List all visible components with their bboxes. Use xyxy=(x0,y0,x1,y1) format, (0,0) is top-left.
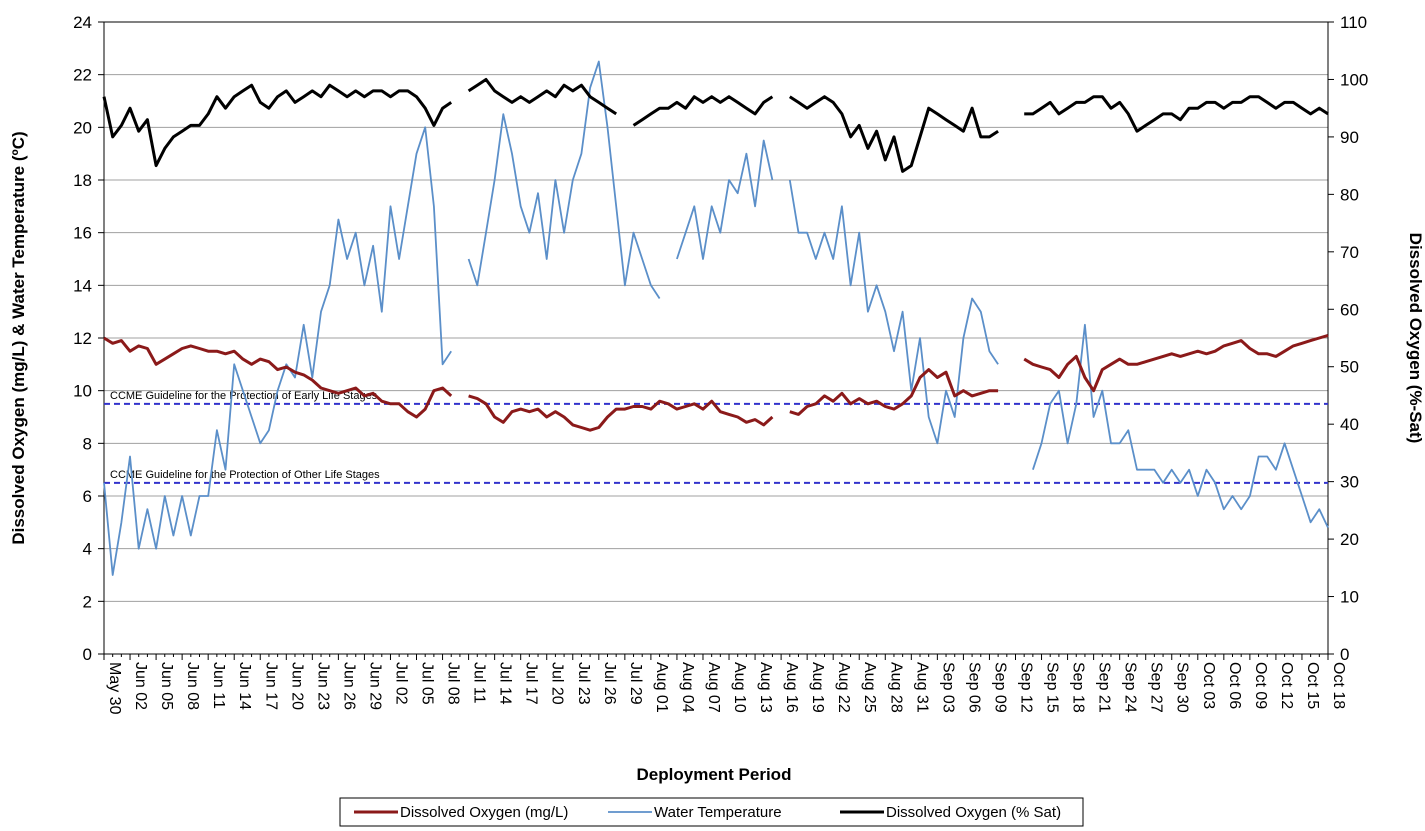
x-tick-label: Aug 16 xyxy=(783,662,800,713)
x-tick-label: Jun 17 xyxy=(262,662,279,710)
legend-label: Water Temperature xyxy=(654,804,782,821)
x-tick-label: Sep 06 xyxy=(965,662,982,713)
series-line xyxy=(103,60,1329,576)
y2-tick-label: 50 xyxy=(1340,358,1359,377)
x-tick-label: Jul 05 xyxy=(419,662,436,705)
x-tick-label: Jun 08 xyxy=(184,662,201,710)
x-tick-label: Aug 22 xyxy=(835,662,852,713)
x-tick-label: Sep 30 xyxy=(1174,662,1191,713)
y-tick-label: 18 xyxy=(73,171,92,190)
x-tick-label: Jun 02 xyxy=(132,662,149,710)
legend-label: Dissolved Oxygen (mg/L) xyxy=(400,804,568,821)
x-tick-label: Sep 03 xyxy=(939,662,956,713)
y2-tick-label: 30 xyxy=(1340,473,1359,492)
x-tick-label: Aug 10 xyxy=(731,662,748,713)
x-tick-label: Jul 14 xyxy=(497,662,514,705)
x-tick-label: Jun 11 xyxy=(210,662,227,709)
y2-tick-label: 10 xyxy=(1340,588,1359,607)
x-tick-label: Oct 18 xyxy=(1330,662,1347,709)
y2-tick-label: 110 xyxy=(1340,13,1367,32)
y2-tick-label: 90 xyxy=(1340,128,1359,147)
x-tick-label: Aug 13 xyxy=(757,662,774,713)
x-tick-label: Oct 15 xyxy=(1304,662,1321,709)
y-tick-label: 0 xyxy=(83,645,92,664)
x-tick-label: Jul 08 xyxy=(445,662,462,705)
x-tick-label: Jul 11 xyxy=(471,662,488,704)
x-tick-label: Jun 14 xyxy=(236,662,253,710)
y-tick-label: 24 xyxy=(73,13,92,32)
y-tick-label: 12 xyxy=(73,329,92,348)
x-tick-label: Sep 24 xyxy=(1122,662,1139,713)
x-tick-label: Jun 20 xyxy=(288,662,305,710)
y-tick-label: 8 xyxy=(83,434,92,453)
y-tick-label: 14 xyxy=(73,276,92,295)
series-line xyxy=(102,78,1329,173)
x-tick-label: Jul 20 xyxy=(549,662,566,705)
x-tick-label: Aug 31 xyxy=(913,662,930,713)
y-tick-label: 16 xyxy=(73,224,92,243)
x-tick-label: Sep 21 xyxy=(1096,662,1113,713)
x-tick-label: Aug 19 xyxy=(809,662,826,713)
y-tick-label: 10 xyxy=(73,382,92,401)
x-tick-label: Jul 02 xyxy=(392,662,409,705)
y2-tick-label: 70 xyxy=(1340,243,1359,262)
y2-tick-label: 40 xyxy=(1340,415,1359,434)
x-tick-label: Aug 07 xyxy=(705,662,722,713)
legend-box xyxy=(339,797,1084,827)
legend-label: Dissolved Oxygen (% Sat) xyxy=(886,804,1061,821)
y-tick-label: 6 xyxy=(83,487,92,506)
y-tick-label: 20 xyxy=(73,118,92,137)
x-axis-label: Deployment Period xyxy=(637,765,792,784)
x-tick-label: Sep 27 xyxy=(1148,662,1165,713)
x-tick-label: May 30 xyxy=(106,662,123,715)
y2-axis-label: Dissolved Oxygen (%-Sat) xyxy=(1406,233,1425,444)
x-tick-label: Aug 25 xyxy=(861,662,878,713)
x-tick-label: Jun 23 xyxy=(314,662,331,710)
x-tick-label: Jun 29 xyxy=(366,662,383,710)
x-tick-label: Aug 01 xyxy=(653,662,670,713)
y-axis-label: Dissolved Oxygen (mg/L) & Water Temperat… xyxy=(9,131,28,544)
x-tick-label: Jul 23 xyxy=(575,662,592,705)
series-line xyxy=(103,333,1329,432)
x-tick-label: Sep 09 xyxy=(991,662,1008,713)
x-tick-label: Aug 04 xyxy=(679,662,696,713)
y-tick-label: 22 xyxy=(73,66,92,85)
x-tick-label: Sep 12 xyxy=(1017,662,1034,713)
reference-label: CCME Guideline for the Protection of Oth… xyxy=(110,469,380,481)
x-tick-label: Jul 17 xyxy=(523,662,540,705)
x-tick-label: Oct 09 xyxy=(1252,662,1269,709)
x-tick-label: Oct 12 xyxy=(1278,662,1295,709)
x-tick-label: Jun 05 xyxy=(158,662,175,710)
x-tick-label: Jul 26 xyxy=(601,662,618,705)
x-tick-label: Oct 06 xyxy=(1226,662,1243,709)
y2-tick-label: 0 xyxy=(1340,645,1349,664)
y2-tick-label: 60 xyxy=(1340,300,1359,319)
y-tick-label: 2 xyxy=(83,592,92,611)
y2-tick-label: 80 xyxy=(1340,185,1359,204)
x-tick-label: Sep 15 xyxy=(1044,662,1061,713)
x-tick-label: Jun 26 xyxy=(340,662,357,710)
x-tick-label: Jul 29 xyxy=(627,662,644,705)
x-tick-label: Oct 03 xyxy=(1200,662,1217,709)
y2-tick-label: 20 xyxy=(1340,530,1359,549)
x-tick-label: Sep 18 xyxy=(1070,662,1087,713)
x-tick-label: Aug 28 xyxy=(887,662,904,713)
y2-tick-label: 100 xyxy=(1340,70,1368,89)
y-tick-label: 4 xyxy=(83,540,92,559)
